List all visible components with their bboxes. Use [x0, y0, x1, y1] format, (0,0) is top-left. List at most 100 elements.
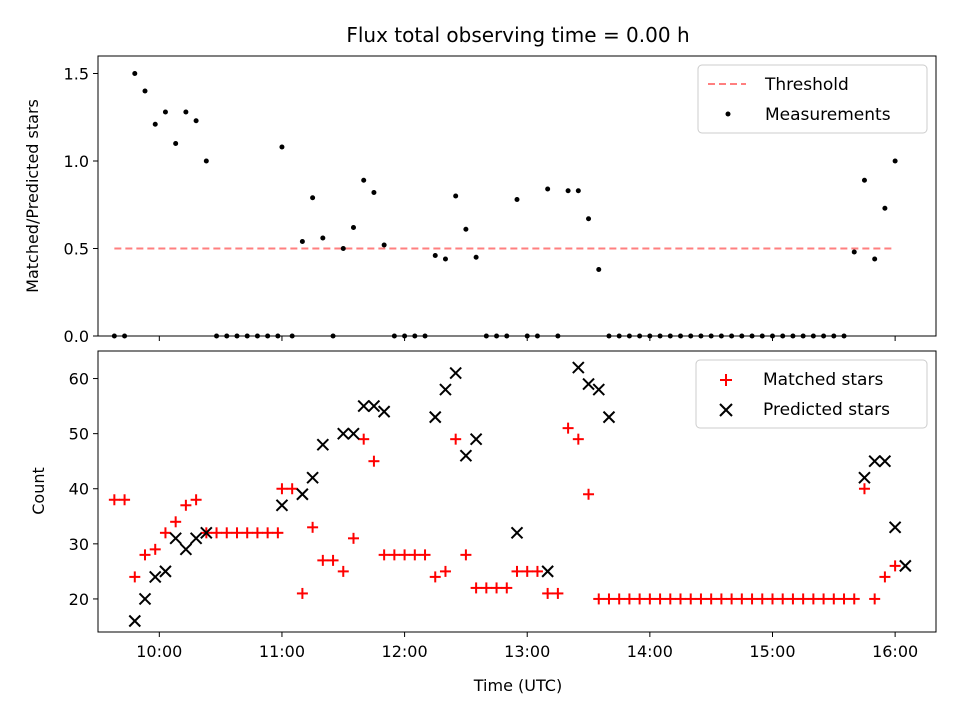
matched-star-point: [572, 433, 584, 445]
predicted-star-point: [429, 410, 442, 424]
bottom-y-tick-label: 60: [69, 370, 89, 389]
measurement-point: [279, 144, 285, 150]
bottom-x-tick-label: 11:00: [259, 642, 305, 661]
matched-star-point: [368, 455, 380, 467]
matched-star-point: [262, 527, 274, 539]
bottom-x-tick-label: 16:00: [872, 642, 918, 661]
measurement-point: [545, 186, 551, 192]
matched-star-point: [756, 593, 768, 605]
bottom-x-axis-label: Time (UTC): [473, 676, 562, 695]
predicted-star-point: [469, 432, 483, 446]
bottom-x-ticks: 10:00 11:00 12:00 13:00 14:00 15:00 16:00: [136, 632, 918, 661]
measurement-point: [350, 225, 356, 230]
measurement-point: [162, 109, 168, 115]
matched-star-point: [654, 593, 666, 605]
matched-star-point: [746, 593, 758, 605]
measurement-point: [142, 88, 148, 94]
legend-matched-label: Matched stars: [763, 370, 883, 390]
matched-star-point: [848, 593, 860, 605]
measurement-point: [320, 235, 326, 241]
predicted-star-point: [296, 488, 309, 501]
measurement-point: [892, 158, 898, 164]
matched-star-point: [787, 593, 799, 605]
matched-star-point: [251, 527, 263, 539]
matched-star-point: [777, 593, 789, 605]
measurement-point: [299, 239, 305, 244]
top-y-tick-label: 1.0: [64, 152, 89, 171]
predicted-star-point: [179, 543, 193, 556]
matched-star-point: [450, 433, 462, 445]
predicted-star-point: [306, 471, 319, 484]
predicted-star-point: [602, 410, 616, 424]
predicted-star-point: [439, 383, 452, 396]
legend-predicted-swatch: [719, 403, 733, 417]
matched-star-point: [419, 549, 431, 561]
matched-star-point: [296, 587, 308, 599]
bottom-y-tick-label: 40: [69, 480, 89, 499]
matched-star-point: [119, 494, 131, 506]
measurement-point: [442, 256, 448, 262]
predicted-star-point: [572, 361, 585, 374]
matched-star-point: [429, 571, 441, 583]
top-x-ticks: [158, 336, 896, 341]
matched-star-point: [807, 593, 819, 605]
matched-star-point: [337, 565, 349, 577]
matched-star-point: [129, 571, 141, 583]
predicted-star-point: [169, 532, 182, 545]
predicted-star-point: [541, 565, 554, 578]
matched-star-point: [593, 593, 605, 605]
predicted-star-point: [357, 399, 370, 413]
measurement-point: [310, 195, 316, 201]
matched-star-point: [542, 587, 554, 599]
top-marks: [111, 71, 898, 339]
measurement-point: [514, 197, 520, 202]
predicted-star-point: [868, 454, 881, 468]
matched-star-point: [272, 527, 284, 539]
legend-measurements-swatch: [725, 111, 731, 117]
top-panel: 0.0 0.5 1.0 1.5 Matched/Predicted stars Thr…: [23, 55, 937, 346]
measurement-point: [361, 177, 367, 183]
matched-star-point: [501, 582, 513, 594]
measurement-point: [340, 246, 346, 251]
matched-star-point: [736, 593, 748, 605]
matched-star-point: [603, 593, 615, 605]
matched-star-point: [108, 494, 120, 506]
matched-star-point: [190, 494, 202, 506]
matched-star-point: [583, 488, 595, 500]
measurement-point: [463, 226, 469, 232]
matched-star-point: [685, 593, 697, 605]
matched-star-point: [766, 593, 778, 605]
measurement-point: [173, 141, 179, 146]
matched-star-point: [327, 554, 339, 566]
matched-star-point: [159, 527, 171, 539]
measurement-point: [596, 267, 602, 272]
top-legend-box: [697, 64, 928, 134]
matched-star-point: [378, 549, 390, 561]
matched-star-point: [818, 593, 830, 605]
bottom-x-tick-label: 14:00: [627, 642, 673, 661]
matched-star-point: [399, 549, 411, 561]
predicted-star-point: [449, 366, 462, 380]
predicted-star-point: [149, 570, 162, 584]
legend-predicted-label: Predicted stars: [763, 400, 890, 420]
matched-star-point: [664, 593, 676, 605]
measurement-point: [882, 205, 888, 211]
predicted-star-point: [159, 565, 172, 578]
predicted-star-point: [189, 532, 203, 545]
matched-star-point: [675, 593, 687, 605]
legend-threshold-label: Threshold: [764, 75, 849, 95]
top-y-tick-label: 0.0: [64, 327, 89, 346]
bottom-y-tick-label: 30: [69, 535, 89, 554]
matched-star-point: [511, 565, 523, 577]
bottom-x-tick-label: 12:00: [382, 642, 428, 661]
measurement-point: [132, 71, 138, 76]
measurement-point: [565, 188, 571, 194]
predicted-star-point: [316, 438, 330, 451]
predicted-star-point: [138, 592, 152, 606]
matched-star-point: [889, 560, 901, 572]
matched-star-point: [231, 527, 243, 539]
matched-star-point: [797, 593, 809, 605]
measurement-point: [381, 242, 387, 248]
matched-star-point: [286, 483, 298, 495]
